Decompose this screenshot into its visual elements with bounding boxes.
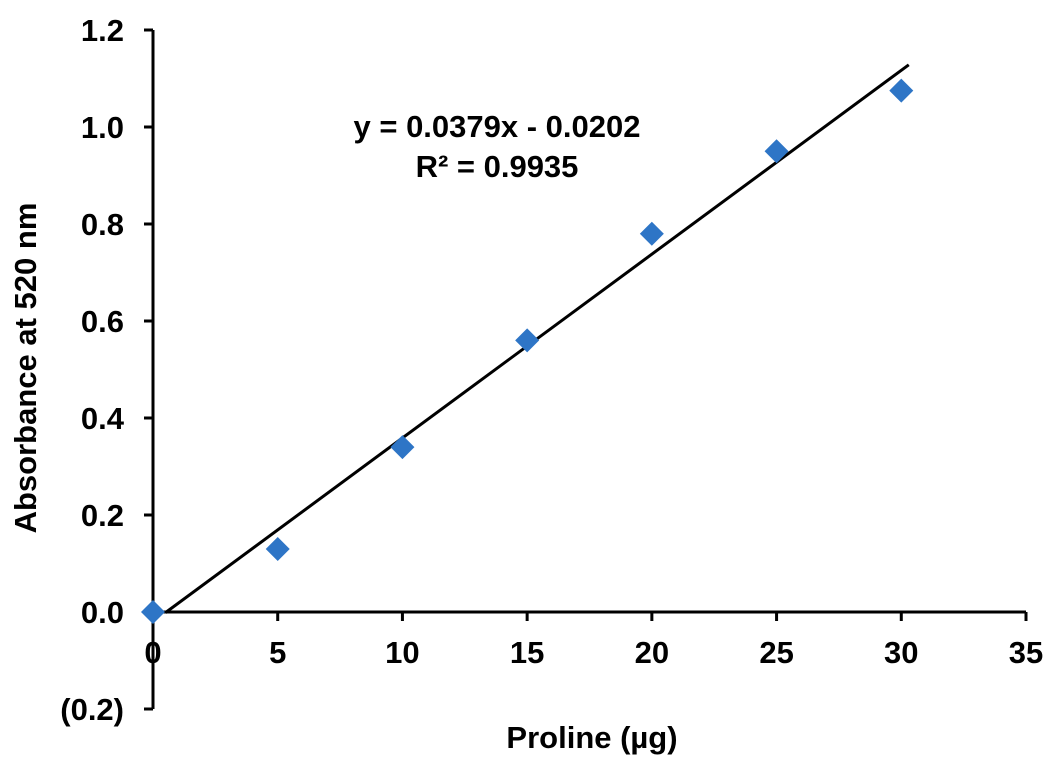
trendline-equation: y = 0.0379x - 0.0202 — [354, 109, 641, 144]
data-point — [889, 78, 914, 103]
x-tick-label: 20 — [635, 635, 669, 670]
y-axis-title: Absorbance at 520 nm — [8, 203, 43, 534]
x-axis-ticks: 0 5 10 15 20 25 30 35 — [144, 612, 1043, 670]
x-tick-label: 35 — [1009, 635, 1043, 670]
y-tick-label: 0.2 — [81, 498, 124, 533]
x-tick-label: 5 — [269, 635, 286, 670]
data-point — [390, 435, 415, 460]
x-tick-label: 0 — [144, 635, 161, 670]
data-point — [515, 328, 540, 353]
y-tick-label: 0.8 — [81, 207, 124, 242]
y-tick-label: (0.2) — [60, 692, 124, 727]
x-tick-label: 10 — [385, 635, 419, 670]
x-axis-title: Proline (µg) — [506, 720, 677, 755]
data-point — [764, 139, 789, 164]
data-points — [141, 78, 914, 624]
x-tick-label: 30 — [884, 635, 918, 670]
y-tick-label: 0.4 — [81, 401, 125, 436]
y-axis-ticks: (0.2) 0.0 0.2 0.4 0.6 0.8 1.0 1.2 — [60, 13, 153, 727]
x-tick-label: 25 — [759, 635, 793, 670]
data-point — [639, 221, 664, 246]
data-point — [265, 536, 290, 561]
y-tick-label: 1.2 — [81, 13, 124, 48]
y-tick-label: 1.0 — [81, 110, 124, 145]
y-tick-label: 0.6 — [81, 304, 124, 339]
axes — [151, 30, 1026, 709]
y-tick-label: 0.0 — [81, 595, 124, 630]
x-tick-label: 15 — [510, 635, 544, 670]
data-point — [141, 600, 165, 624]
r-squared-label: R² = 0.9935 — [416, 149, 579, 184]
